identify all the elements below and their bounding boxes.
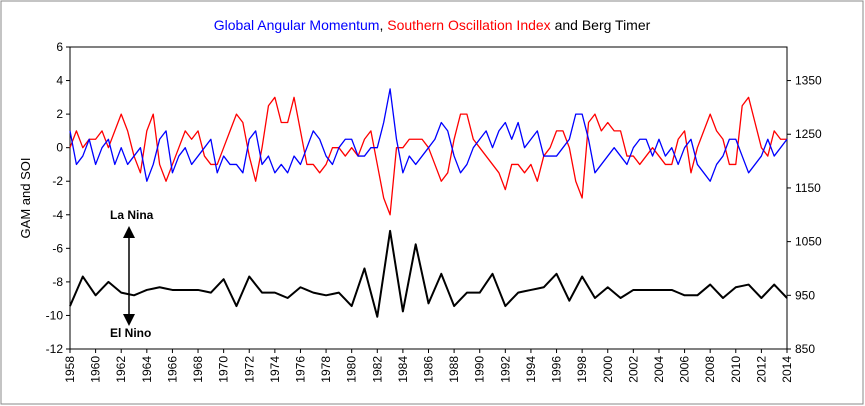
x-tick-label: 1980: [345, 356, 359, 383]
x-tick-label: 1976: [293, 356, 307, 383]
y-tick-label: 2: [56, 107, 63, 121]
x-tick-label: 2004: [652, 356, 666, 383]
title-part: Global Angular Momentum: [214, 17, 380, 33]
x-tick-label: 1960: [89, 356, 103, 383]
y-tick-label: -8: [52, 275, 63, 289]
x-tick-label: 1986: [422, 356, 436, 383]
y2-tick-label: 850: [795, 342, 815, 356]
y-tick-label: 4: [56, 74, 63, 88]
y-tick-label: 6: [56, 40, 63, 54]
x-tick-label: 1984: [396, 356, 410, 383]
y2-tick-label: 1150: [795, 181, 821, 195]
x-tick-label: 1970: [217, 356, 231, 383]
x-tick-label: 1964: [140, 356, 154, 383]
annotation: El Nino: [110, 326, 151, 340]
x-tick-label: 1992: [498, 356, 512, 383]
x-tick-label: 1982: [370, 356, 384, 383]
x-tick-label: 1978: [319, 356, 333, 383]
x-tick-label: 2006: [678, 356, 692, 383]
series-line: [69, 88, 788, 182]
x-tick-label: 1962: [114, 356, 128, 383]
series-line: [69, 229, 788, 318]
y2-tick-label: 1250: [795, 127, 822, 141]
y2-tick-label: 950: [795, 288, 815, 302]
chart-title: Global Angular Momentum, Southern Oscill…: [214, 17, 651, 33]
x-tick-label: 2014: [780, 356, 794, 383]
y-axis-label: GAM and SOI: [18, 158, 33, 239]
title-part: and Berg Timer: [551, 17, 651, 33]
x-tick-label: 1994: [524, 356, 538, 383]
y2-tick-label: 1050: [795, 235, 822, 249]
title-part: ,: [379, 17, 387, 33]
x-tick-label: 1974: [268, 356, 282, 383]
x-tick-label: 1958: [63, 356, 77, 383]
annotation: La Nina: [110, 208, 154, 222]
y-tick-label: -4: [52, 208, 63, 222]
y-tick-label: -6: [52, 241, 63, 255]
x-tick-label: 1966: [165, 356, 179, 383]
x-tick-label: 1996: [550, 356, 564, 383]
x-tick-label: 1972: [242, 356, 256, 383]
x-tick-label: 2010: [729, 356, 743, 383]
y-tick-label: -2: [52, 174, 63, 188]
y-tick-label: -10: [46, 308, 64, 322]
title-part: Southern Oscillation Index: [387, 17, 550, 33]
y2-tick-label: 1350: [795, 74, 822, 88]
x-tick-label: 1968: [191, 356, 205, 383]
y-tick-label: -12: [46, 342, 64, 356]
x-tick-label: 1988: [447, 356, 461, 383]
x-tick-label: 1990: [473, 356, 487, 383]
y-tick-label: 0: [56, 141, 63, 155]
x-tick-label: 2000: [601, 356, 615, 383]
x-tick-label: 2012: [754, 356, 768, 383]
x-tick-label: 1998: [575, 356, 589, 383]
x-tick-label: 2008: [703, 356, 717, 383]
x-tick-label: 2002: [626, 356, 640, 383]
